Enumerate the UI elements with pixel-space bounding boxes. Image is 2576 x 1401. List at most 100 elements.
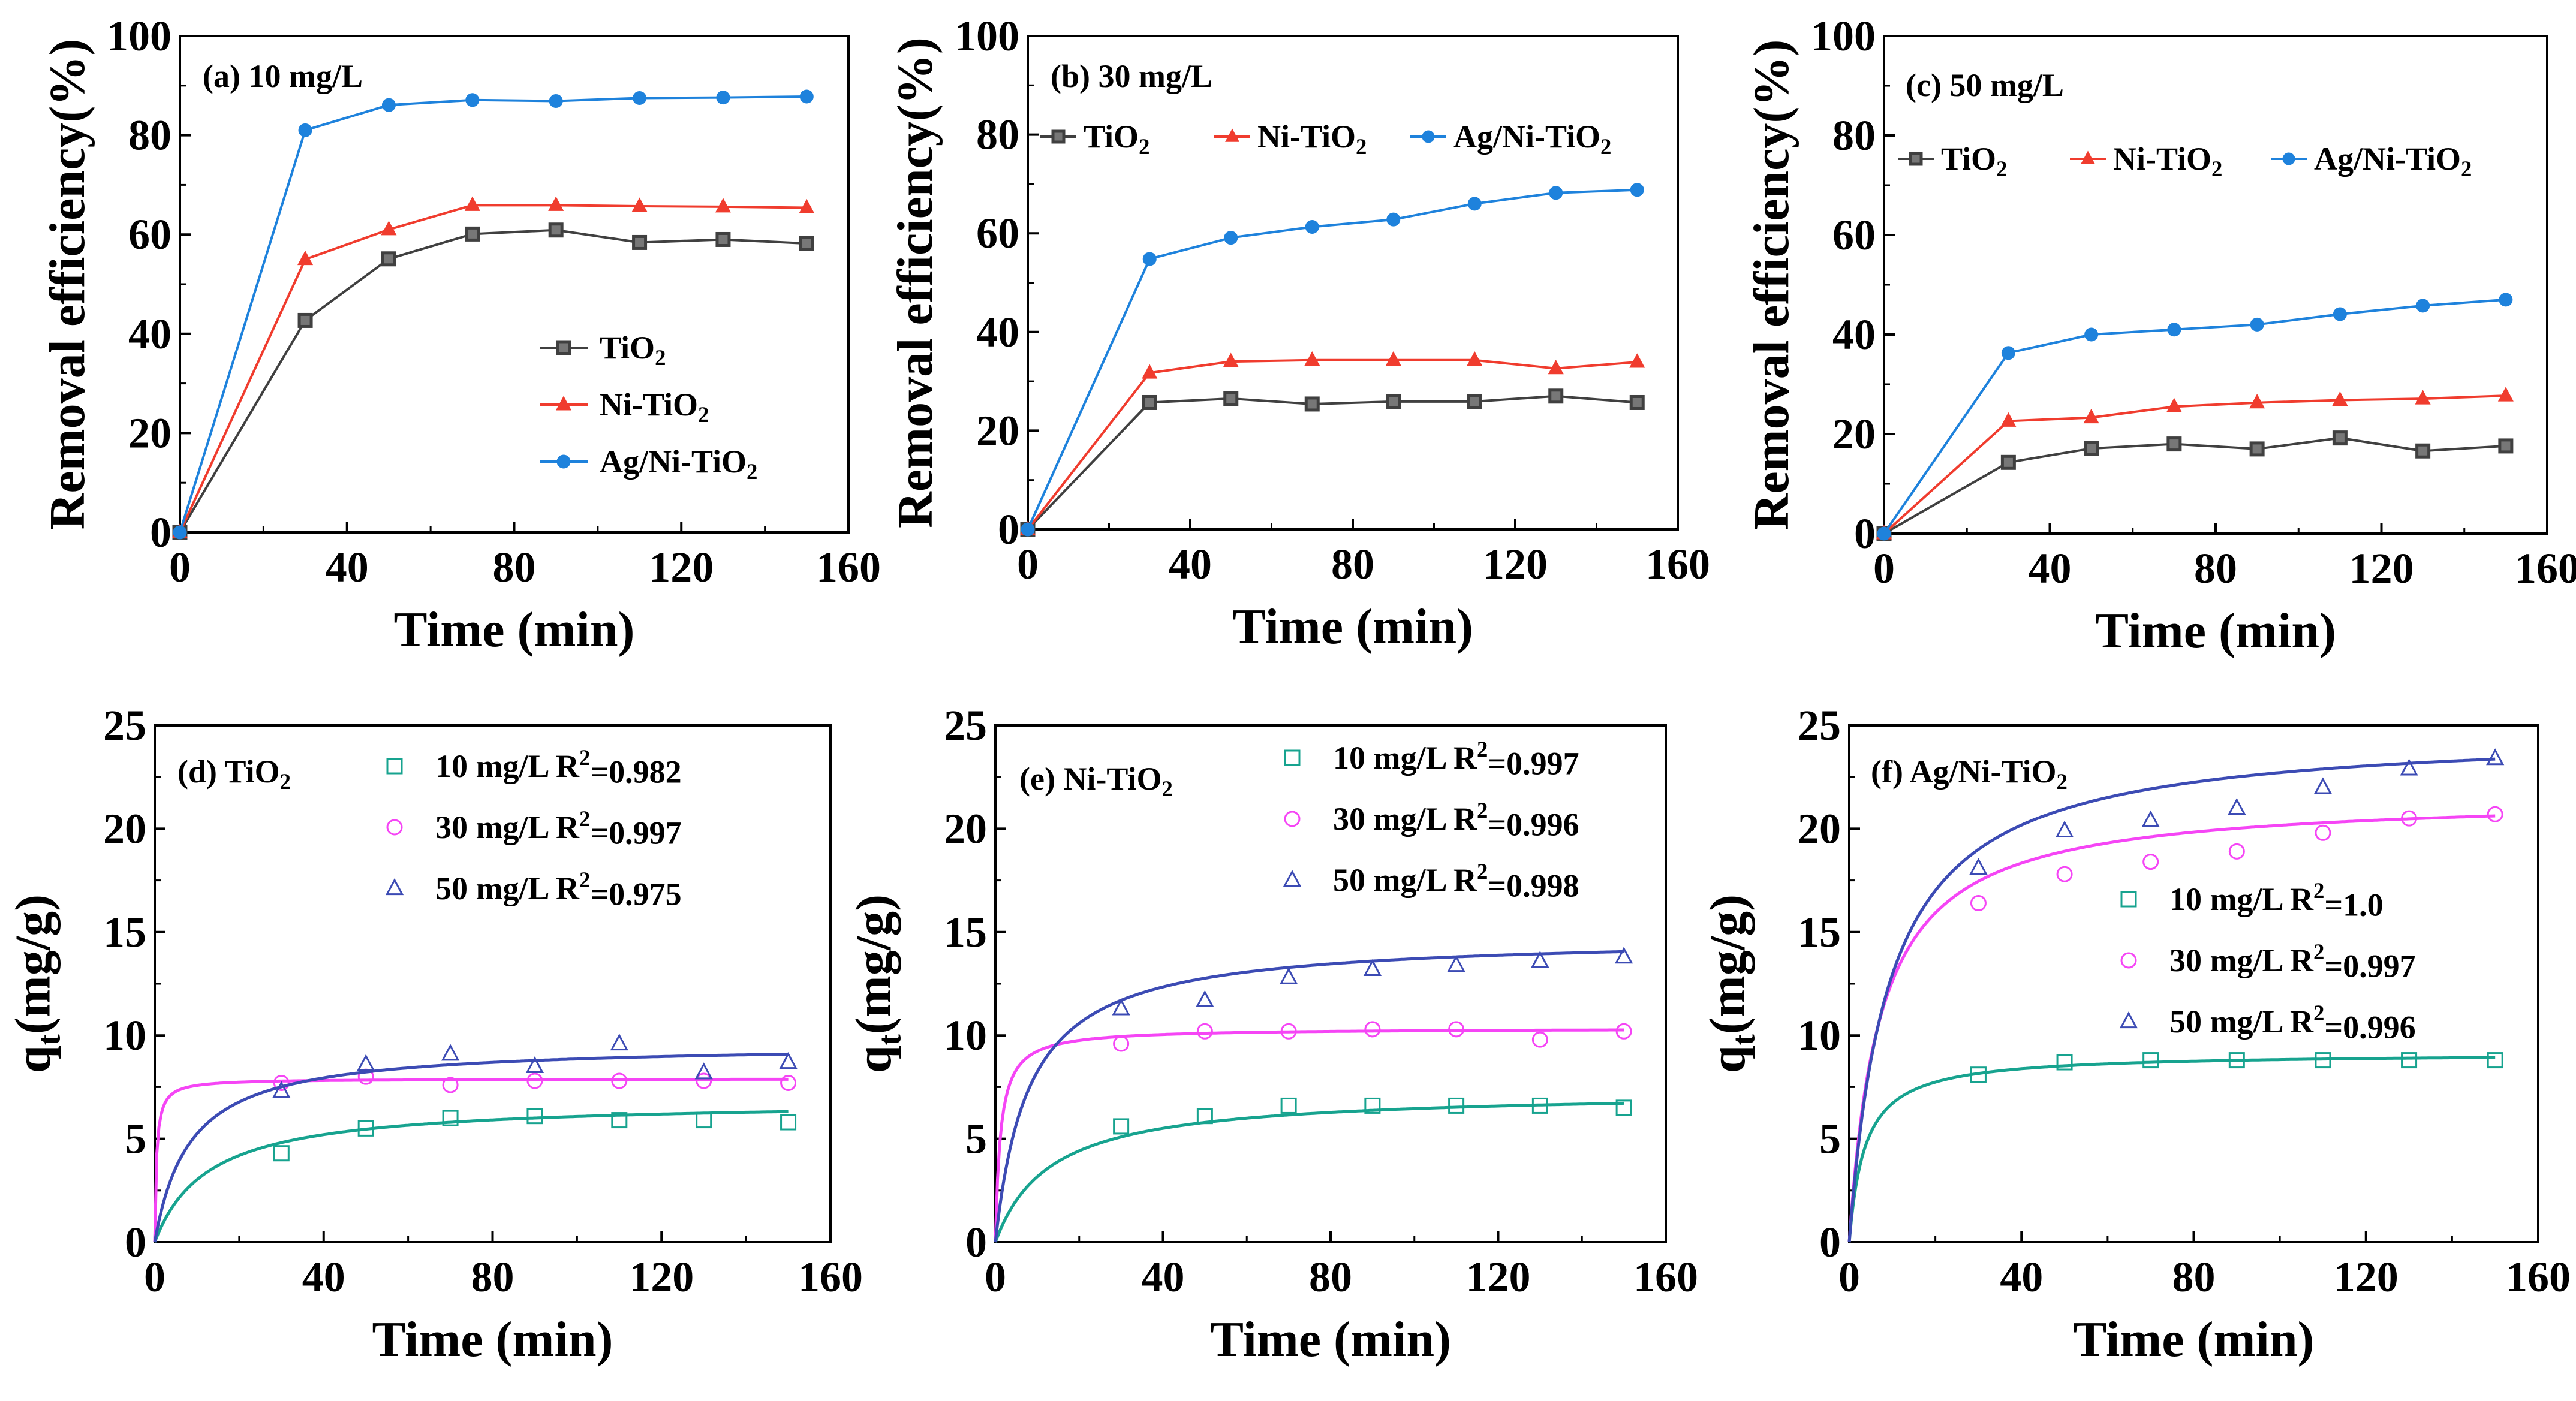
panel-label: (c) 50 mg/L [1906, 67, 2064, 103]
series-30-mg-l-r [994, 1021, 1632, 1243]
data-point [357, 1054, 375, 1071]
data-point [1615, 1023, 1632, 1040]
data-point [1363, 959, 1382, 976]
data-point [715, 198, 731, 213]
panel-label: (d) TiO2 [177, 754, 291, 794]
x-tick-label: 160 [1633, 1253, 1698, 1301]
legend-label: Ag/Ni-TiO2 [600, 444, 757, 484]
data-point [1531, 1097, 1548, 1114]
x-tick-label: 120 [2349, 544, 2414, 592]
data-point [2000, 454, 2016, 470]
data-point [1615, 947, 1633, 964]
y-tick-label: 0 [150, 508, 171, 556]
y-tick-label: 100 [955, 12, 1019, 60]
series-50-mg-l-r [153, 1034, 798, 1243]
data-point [548, 222, 564, 238]
data-point [1142, 364, 1158, 379]
legend-marker [1909, 152, 1923, 166]
fit-curve [1847, 1056, 2496, 1243]
legend-label: 30 mg/L R2=0.997 [2169, 939, 2416, 984]
data-point [2166, 397, 2182, 412]
panel-label: (a) 10 mg/L [203, 58, 363, 94]
data-point [2415, 443, 2431, 459]
data-point [1196, 1108, 1213, 1125]
data-point [1877, 526, 1891, 541]
data-point [2249, 441, 2265, 457]
data-point [1531, 1031, 1548, 1048]
data-point [1113, 1035, 1130, 1052]
data-point [1448, 1021, 1465, 1038]
series-30-mg-l-r [1847, 806, 2503, 1243]
data-point [610, 1034, 628, 1051]
data-point [298, 123, 312, 137]
y-tick-label: 40 [976, 308, 1019, 356]
fit-curve [994, 950, 1624, 1243]
data-point [1970, 895, 1987, 912]
legend: 10 mg/L R2=0.982 30 mg/L R2=0.997 50 mg/L … [385, 745, 682, 912]
y-tick-label: 25 [103, 701, 146, 749]
y-tick-label: 10 [1798, 1011, 1841, 1059]
series-line [1883, 298, 2506, 535]
y-tick-label: 20 [1832, 410, 1876, 458]
legend-label: TiO2 [1084, 119, 1149, 159]
data-point [272, 1081, 291, 1098]
data-point [2487, 1052, 2503, 1069]
data-point [1467, 351, 1483, 366]
legend-marker [556, 454, 571, 469]
data-point [694, 1062, 713, 1080]
data-point [780, 1114, 797, 1131]
legend-label: Ag/Ni-TiO2 [2314, 141, 2472, 181]
data-point [2228, 843, 2245, 860]
data-point [1467, 394, 1482, 409]
plot-frame [1883, 35, 2548, 535]
data-point [1364, 1021, 1381, 1038]
legend-label: Ni-TiO2 [2113, 141, 2222, 181]
data-point [2000, 412, 2017, 427]
data-point [1304, 396, 1320, 412]
panel-d: 0 40 80 120 160 0 5 10 15 20 25 Time (min) qt(mg/g) (… [5, 701, 863, 1367]
y-axis-title: Removal efficiency(%) [887, 37, 943, 528]
data-point [1280, 1023, 1297, 1040]
legend: TiO2 Ni-TiO2 Ag/Ni-TiO2 [1898, 141, 2472, 181]
data-point [2249, 394, 2265, 409]
legend-marker [1283, 870, 1302, 887]
y-tick-label: 20 [976, 406, 1019, 454]
series-10-mg-l-r [1847, 1052, 2503, 1243]
data-point [2084, 327, 2099, 342]
y-axis-title: qt(mg/g) [846, 894, 908, 1073]
legend-label: TiO2 [1941, 141, 2007, 181]
data-point [465, 226, 480, 242]
y-tick-label: 60 [1832, 211, 1876, 259]
y-tick-label: 0 [1854, 510, 1876, 558]
legend-marker [1284, 811, 1301, 827]
x-tick-label: 40 [1142, 1253, 1185, 1301]
legend-marker [1225, 128, 1239, 142]
legend-label: Ni-TiO2 [1257, 119, 1367, 159]
data-point [1113, 1118, 1130, 1135]
data-point [631, 197, 648, 212]
data-point [548, 196, 564, 211]
series-ni-tio [171, 196, 815, 538]
y-tick-label: 10 [944, 1011, 987, 1059]
y-tick-label: 80 [976, 111, 1019, 159]
data-point [2228, 797, 2246, 815]
y-tick-label: 5 [125, 1115, 146, 1163]
y-tick-label: 25 [1798, 701, 1841, 749]
x-tick-label: 0 [1017, 540, 1039, 588]
legend-label: 30 mg/L R2=0.996 [1333, 798, 1579, 843]
fit-curve [153, 1110, 789, 1243]
data-point [2166, 436, 2182, 452]
data-point [1305, 220, 1319, 234]
legend-label: 10 mg/L R2=0.997 [1333, 737, 1579, 782]
data-point [799, 236, 814, 251]
data-point [799, 89, 814, 104]
series-line [1027, 188, 1638, 530]
series-line [1883, 436, 2506, 535]
legend-marker [1422, 130, 1435, 143]
y-tick-label: 20 [944, 805, 987, 852]
data-point [799, 198, 815, 213]
x-axis-title: Time (min) [393, 602, 634, 658]
x-tick-label: 120 [1466, 1253, 1531, 1301]
legend-label: 10 mg/L R2=0.982 [435, 745, 682, 790]
data-point [2499, 293, 2513, 307]
